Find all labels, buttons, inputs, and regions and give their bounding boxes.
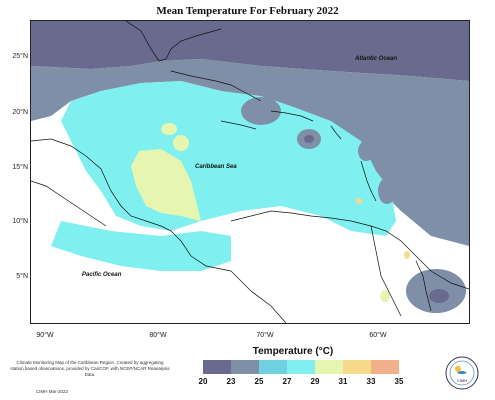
lat-label-10n: 10°N [12,218,28,225]
legend-tick-35: 35 [394,377,404,386]
pacific-ocean-label: Pacific Ocean [82,272,122,278]
lon-label-90w: 90°W [36,332,54,339]
legend-tick-31: 31 [338,377,348,386]
cimh-logo: CIMH [445,356,479,390]
lon-label-80w: 80°W [149,332,167,339]
lat-label-5n: 5°N [16,273,28,280]
legend-tick-29: 29 [310,377,320,386]
legend-tick-25: 25 [254,377,264,386]
legend-tick-33: 33 [366,377,376,386]
legend-swatch-4 [287,360,315,374]
legend-swatch-2 [231,360,259,374]
legend-colorbar [203,360,399,374]
footnote-text: Climate Monitoring Map of the Caribbean … [10,360,170,377]
map-title: Mean Temperature For February 2022 [156,5,339,17]
legend-title: Temperature (°C) [252,346,334,357]
legend-swatch-1 [203,360,231,374]
logo-text: CIMH [457,378,467,383]
caribbean-sea-label: Caribbean Sea [195,164,237,170]
lat-label-25n: 25°N [12,53,28,60]
credit-text: CIMH Mar-2022 [36,389,69,394]
lon-label-60w: 60°W [369,332,387,339]
legend-swatch-5 [315,360,343,374]
legend-swatch-3 [259,360,287,374]
map-graphic [31,21,469,323]
legend-tick-23: 23 [226,377,236,386]
lat-label-20n: 20°N [12,109,28,116]
legend-tick-20: 20 [198,377,208,386]
lat-label-15n: 15°N [12,164,28,171]
legend-swatch-7 [371,360,399,374]
legend-tick-27: 27 [282,377,292,386]
lon-label-70w: 70°W [256,332,274,339]
temperature-map [30,20,470,324]
atlantic-ocean-label: Atlantic Ocean [355,56,398,62]
legend-swatch-6 [343,360,371,374]
